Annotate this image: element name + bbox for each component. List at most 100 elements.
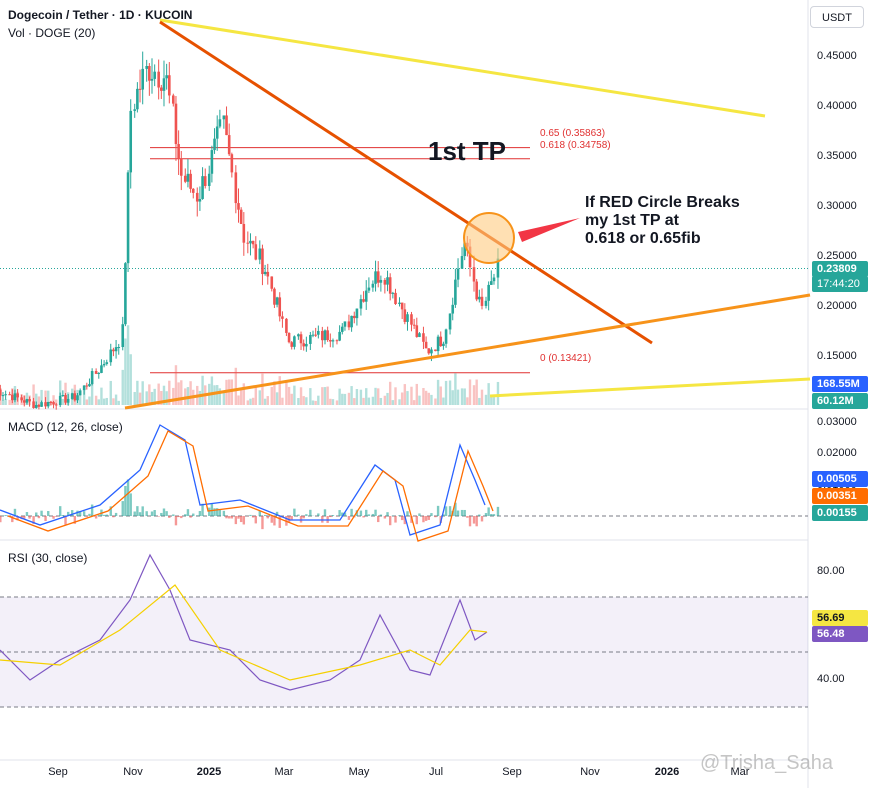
- candle-body-83: [239, 209, 243, 224]
- candle-body-32: [88, 384, 91, 387]
- red-descending-trendline: [159, 20, 653, 345]
- candle-body-66: [189, 173, 192, 189]
- price-tick: 0.25000: [817, 250, 857, 262]
- macd-hist-92: [266, 516, 269, 519]
- volume-bar-97: [281, 397, 284, 405]
- macd-hist-103: [299, 516, 303, 523]
- candle-body-163: [478, 296, 481, 300]
- volume-bar-49: [138, 392, 142, 405]
- candle-body-5: [8, 394, 11, 396]
- candle-body-135: [394, 292, 397, 305]
- time-tick: Mar: [274, 766, 294, 778]
- candle-body-149: [436, 336, 440, 352]
- volume-bar-58: [165, 391, 168, 405]
- macd-hist-128: [374, 509, 377, 516]
- macd-hist-157: [460, 509, 464, 516]
- macd-hist-119: [347, 516, 351, 520]
- time-tick: Jul: [428, 766, 444, 778]
- macd-hist-22: [58, 506, 62, 516]
- orange-ascending-trendline: [124, 293, 811, 410]
- price-tick: 0.40000: [817, 100, 857, 112]
- candle-body-26: [70, 393, 74, 399]
- candle-body-29: [78, 390, 82, 396]
- macd-hist-80: [230, 516, 234, 519]
- volume-bar-164: [480, 389, 484, 405]
- macd-hist-12: [28, 516, 31, 519]
- volume-bar-102: [297, 398, 300, 405]
- candle-body-100: [290, 342, 294, 347]
- candle-body-99: [287, 332, 291, 343]
- macd-hist-46: [129, 493, 132, 516]
- volume-bar-133: [388, 381, 392, 405]
- candle-body-42: [117, 347, 121, 349]
- candle-body-145: [424, 341, 428, 349]
- macd-hist-63: [180, 516, 183, 519]
- macd-hist-109: [317, 513, 320, 516]
- time-tick: Nov: [580, 766, 600, 778]
- macd-hist-66: [189, 516, 192, 518]
- volume-bar-81: [234, 367, 238, 405]
- candle-body-102: [297, 334, 300, 337]
- volume-bar-104: [302, 396, 305, 405]
- volume-bar-70: [201, 375, 204, 405]
- macd-hist-123: [359, 510, 363, 516]
- volume-bar-100: [290, 393, 293, 405]
- macd-hist-149: [436, 505, 440, 516]
- candle-body-8: [16, 393, 19, 398]
- candle-body-124: [362, 299, 365, 302]
- candle-body-38: [105, 362, 109, 364]
- volume-bar-158: [463, 388, 466, 405]
- candle-body-61: [174, 103, 178, 145]
- note-line-3: 0.618 or 0.65fib: [585, 230, 701, 247]
- macd-hist-82: [237, 516, 240, 519]
- macd-hist-37: [102, 514, 106, 516]
- candle-body-58: [165, 75, 168, 79]
- candle-body-76: [218, 119, 222, 127]
- candle-body-37: [102, 363, 106, 366]
- volume-bar-96: [278, 376, 281, 405]
- macd-hist-15: [37, 516, 41, 519]
- macd-hist-55: [157, 516, 160, 517]
- macd-hist-120: [350, 508, 353, 516]
- macd-hist-147: [430, 513, 433, 516]
- macd-hist-152: [444, 506, 448, 516]
- volume-bar-122: [355, 389, 359, 405]
- volume-bar-66: [189, 381, 192, 405]
- candle-body-151: [442, 343, 445, 347]
- time-tick: 2026: [654, 766, 680, 778]
- candle-body-21: [54, 404, 58, 406]
- candle-body-126: [367, 287, 371, 291]
- volume-bar-87: [251, 397, 255, 405]
- macd-hist-113: [329, 516, 332, 518]
- volume-bar-29: [78, 390, 82, 405]
- volume-bar-160: [468, 379, 472, 405]
- candle-body-134: [391, 292, 395, 294]
- volume-bar-69: [198, 390, 202, 405]
- volume-bar-83: [239, 388, 243, 405]
- candle-body-108: [314, 334, 317, 336]
- volume-bar-107: [311, 400, 315, 405]
- macd-hist-88: [254, 516, 257, 524]
- volume-bar-46: [129, 354, 132, 405]
- volume-bar-161: [472, 385, 476, 405]
- candle-body-63: [179, 158, 183, 176]
- macd-hist-90: [261, 516, 264, 530]
- candle-body-144: [422, 333, 425, 342]
- candle-body-147: [430, 349, 433, 354]
- volume-bar-154: [451, 390, 454, 405]
- volume-bar-142: [415, 383, 418, 405]
- candle-body-50: [141, 68, 144, 90]
- volume-bar-120: [350, 386, 353, 405]
- volume-tag: 168.55M: [812, 376, 868, 392]
- macd-hist-39: [109, 506, 112, 516]
- volume-bar-121: [353, 398, 356, 405]
- time-tick: Mar: [730, 766, 750, 778]
- currency-button[interactable]: USDT: [810, 6, 864, 28]
- breakout-circle: [463, 212, 515, 264]
- candle-body-69: [198, 198, 202, 202]
- volume-bar-88: [254, 385, 257, 405]
- volume-bar-119: [347, 392, 351, 405]
- macd-hist-33: [90, 504, 94, 516]
- volume-bar-118: [343, 393, 347, 405]
